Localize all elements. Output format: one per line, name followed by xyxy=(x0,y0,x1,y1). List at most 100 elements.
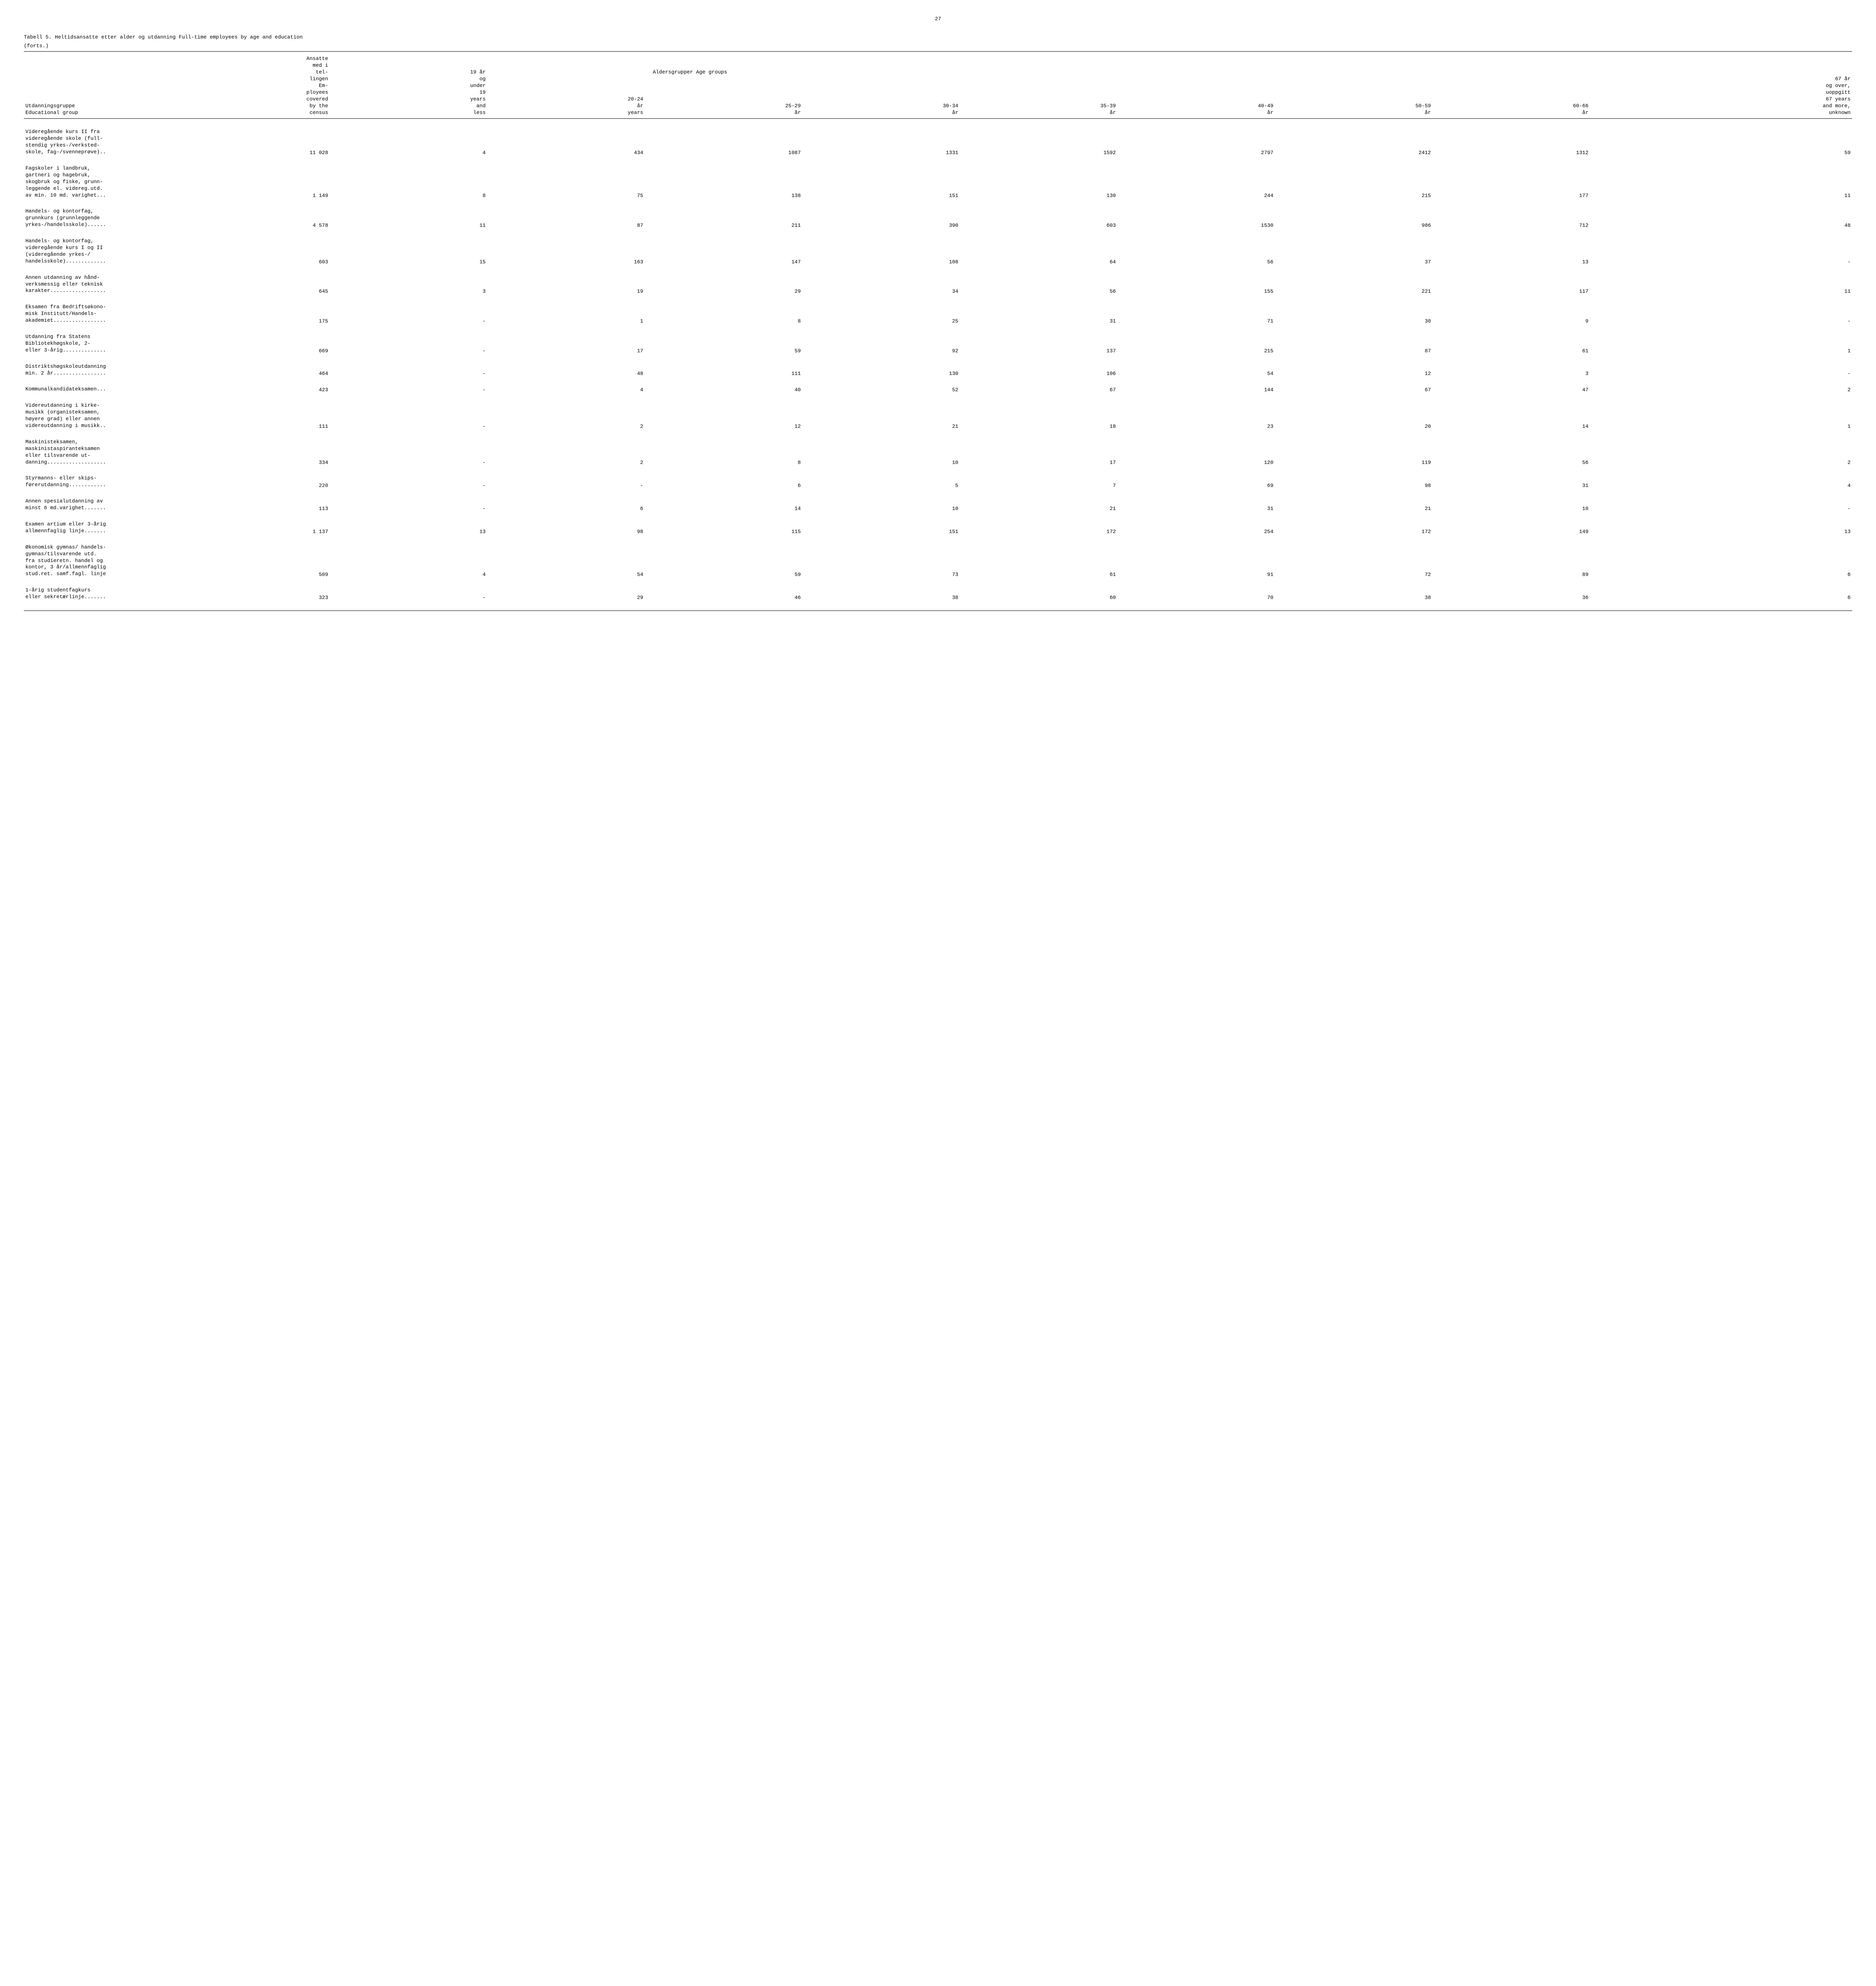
row-label: 1-årig studentfagkurs eller sekretærlinj… xyxy=(24,586,120,602)
cell-value: 98 xyxy=(487,520,645,536)
cell-value: 215 xyxy=(1117,332,1275,355)
row-label: Videreutdanning i kirke- musikk (organis… xyxy=(24,401,120,431)
row-label: Fagskoler i landbruk, gartneri og hagebr… xyxy=(24,164,120,200)
cell-value: 6 xyxy=(1590,586,1852,602)
cell-value: 70 xyxy=(1117,586,1275,602)
cell-value: 137 xyxy=(960,332,1117,355)
cell-value: 29 xyxy=(487,586,645,602)
cell-value: 175 xyxy=(120,303,330,325)
cell-value: 130 xyxy=(802,362,960,378)
cell-value: 9 xyxy=(1432,303,1590,325)
cell-value: 52 xyxy=(802,385,960,394)
cell-value: 4 xyxy=(330,543,487,579)
cell-value: 5 xyxy=(802,474,960,490)
cell-value: 138 xyxy=(645,164,803,200)
cell-value: 115 xyxy=(645,520,803,536)
cell-value: - xyxy=(330,586,487,602)
cell-value: 72 xyxy=(1275,543,1433,579)
cell-value: - xyxy=(330,474,487,490)
header-col-67: 67 år og over, uoppgitt 67 years and mor… xyxy=(1590,55,1852,117)
cell-value: 21 xyxy=(1275,497,1433,513)
cell-value: 434 xyxy=(487,128,645,157)
row-label: Annen utdanning av hånd- verksmessig ell… xyxy=(24,273,120,296)
cell-value: 19 xyxy=(487,273,645,296)
cell-value: 2 xyxy=(487,401,645,431)
header-col-6066: 60-66 år xyxy=(1432,76,1590,117)
cell-value: 144 xyxy=(1117,385,1275,394)
cell-value: 69 xyxy=(1117,474,1275,490)
cell-value: 11 xyxy=(1590,164,1852,200)
table-row: Maskinisteksamen, maskinistaspiranteksam… xyxy=(24,438,1852,467)
cell-value: 60 xyxy=(960,586,1117,602)
cell-value: 3 xyxy=(330,273,487,296)
cell-value: 8 xyxy=(645,303,803,325)
data-table: Utdanningsgruppe Educational group Ansat… xyxy=(24,55,1852,609)
cell-value: 220 xyxy=(120,474,330,490)
cell-value: 14 xyxy=(645,497,803,513)
cell-value: - xyxy=(1590,362,1852,378)
cell-value: 986 xyxy=(1275,207,1433,230)
cell-value: 1 149 xyxy=(120,164,330,200)
cell-value: 59 xyxy=(1590,128,1852,157)
row-label: Maskinisteksamen, maskinistaspiranteksam… xyxy=(24,438,120,467)
cell-value: 155 xyxy=(1117,273,1275,296)
cell-value: 163 xyxy=(487,237,645,266)
header-col3: 20-24 år years xyxy=(628,96,643,116)
table-row: Økonomisk gymnas/ handels- gymnas/tilsva… xyxy=(24,543,1852,579)
cell-value: 10 xyxy=(802,497,960,513)
cell-value: 4 xyxy=(1590,474,1852,490)
header-col10: 67 år og over, uoppgitt 67 years and mor… xyxy=(1823,76,1851,115)
cell-value: 21 xyxy=(802,401,960,431)
cell-value: 54 xyxy=(1117,362,1275,378)
table-title-line2: (forts.) xyxy=(24,43,1852,50)
cell-value: 1 137 xyxy=(120,520,330,536)
cell-value: 8 xyxy=(330,164,487,200)
cell-value: 2 xyxy=(1590,385,1852,394)
cell-value: 603 xyxy=(120,237,330,266)
table-row: Handels- og kontorfag, grunnkurs (grunnl… xyxy=(24,207,1852,230)
header-col-3539: 35-39 år xyxy=(960,76,1117,117)
cell-value: - xyxy=(330,332,487,355)
cell-value: 25 xyxy=(802,303,960,325)
cell-value: 87 xyxy=(487,207,645,230)
cell-value: 8 xyxy=(645,438,803,467)
table-header: Utdanningsgruppe Educational group Ansat… xyxy=(24,55,1852,117)
cell-value: - xyxy=(1590,497,1852,513)
header-col1: Ansatte med i tel- lingen Em- ployees co… xyxy=(307,56,328,115)
cell-value: 390 xyxy=(802,207,960,230)
cell-value: 334 xyxy=(120,438,330,467)
cell-value: 31 xyxy=(1432,474,1590,490)
cell-value: 6 xyxy=(645,474,803,490)
header-c5: 30-34 år xyxy=(943,103,958,116)
table-row: Fagskoler i landbruk, gartneri og hagebr… xyxy=(24,164,1852,200)
cell-value: 13 xyxy=(330,520,487,536)
cell-value: 111 xyxy=(645,362,803,378)
cell-value: 23 xyxy=(1117,401,1275,431)
cell-value: 2412 xyxy=(1275,128,1433,157)
table-row: Annen spesialutdanning av minst 6 md.var… xyxy=(24,497,1852,513)
cell-value: 4 xyxy=(487,385,645,394)
cell-value: 211 xyxy=(645,207,803,230)
cell-value: 106 xyxy=(960,362,1117,378)
cell-value: 1 xyxy=(1590,401,1852,431)
cell-value: 17 xyxy=(960,438,1117,467)
cell-value: 15 xyxy=(330,237,487,266)
cell-value: 215 xyxy=(1275,164,1433,200)
row-label: Utdanning fra Statens Bibliotekhøgskole,… xyxy=(24,332,120,355)
cell-value: 71 xyxy=(1117,303,1275,325)
cell-value: 30 xyxy=(1275,303,1433,325)
header-col2: 19 år og under 19 years and less xyxy=(470,69,486,115)
cell-value: 149 xyxy=(1432,520,1590,536)
cell-value: 31 xyxy=(1117,497,1275,513)
cell-value: 56 xyxy=(1432,438,1590,467)
cell-value: 119 xyxy=(1275,438,1433,467)
cell-value: 46 xyxy=(645,586,803,602)
header-col-2529: 25-29 år xyxy=(645,76,803,117)
header-c9: 60-66 år xyxy=(1573,103,1588,116)
table-row: Utdanning fra Statens Bibliotekhøgskole,… xyxy=(24,332,1852,355)
page-number: 27 xyxy=(24,16,1852,22)
header-col-3034: 30-34 år xyxy=(802,76,960,117)
cell-value: - xyxy=(330,362,487,378)
cell-value: 11 028 xyxy=(120,128,330,157)
cell-value: 48 xyxy=(487,362,645,378)
